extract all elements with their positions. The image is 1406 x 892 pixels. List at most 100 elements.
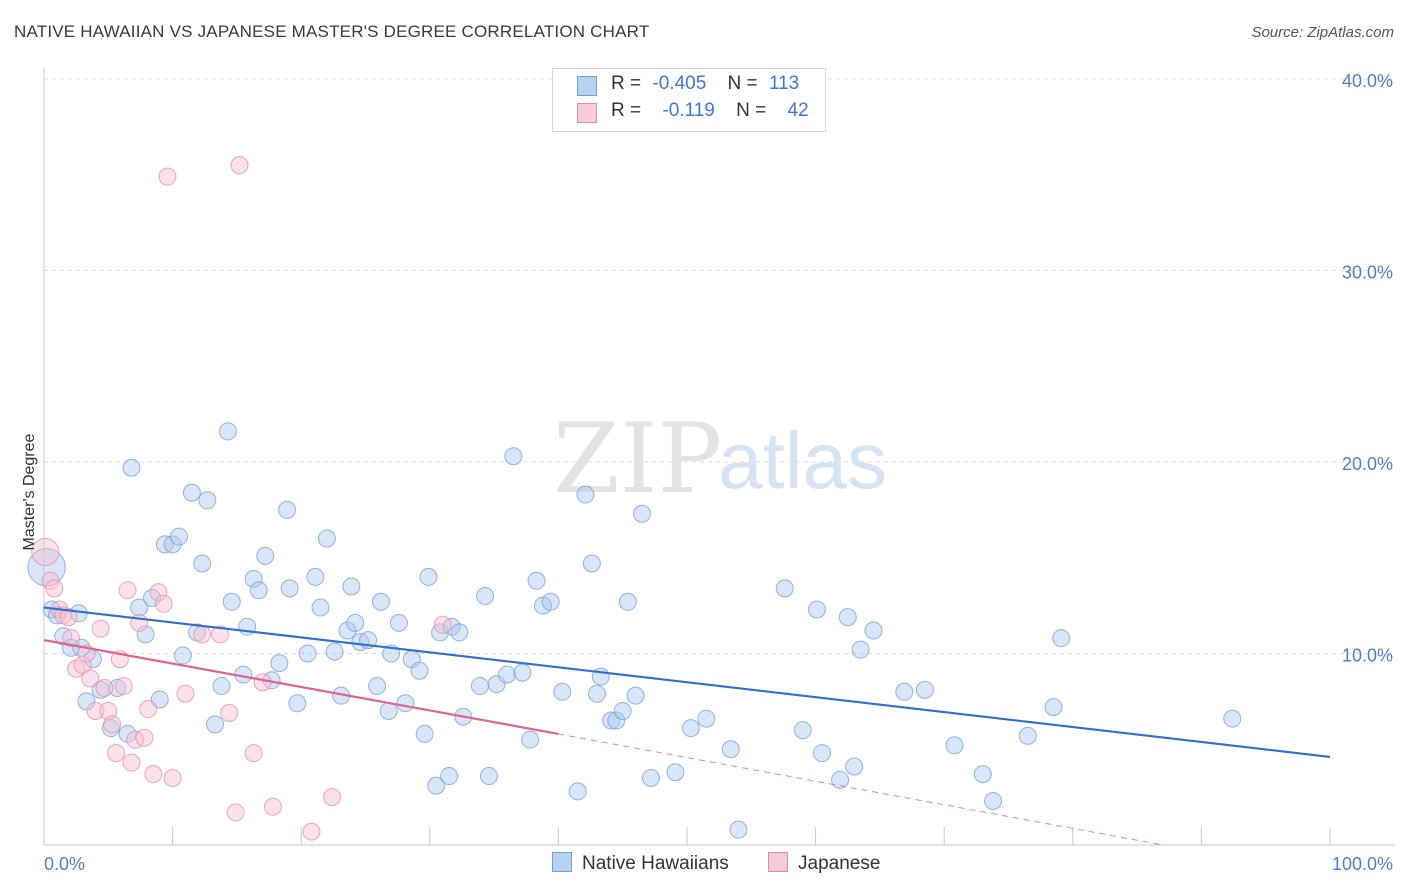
japanese-point [95, 678, 114, 697]
native-hawaiian-point [945, 736, 964, 755]
japanese-point [163, 768, 182, 787]
legend-swatch-pink [577, 103, 597, 123]
japanese-point [211, 625, 230, 644]
legend-r-value: -0.119 [662, 100, 715, 121]
japanese-point [193, 625, 212, 644]
native-hawaiian-point [342, 577, 361, 596]
native-hawaiian-point [632, 504, 651, 523]
japanese-point [244, 744, 263, 763]
native-hawaiian-point [163, 535, 182, 554]
japanese-point [226, 803, 245, 822]
legend-r-value: -0.405 [652, 73, 707, 94]
japanese-point [149, 583, 168, 602]
native-hawaiian-point [108, 678, 127, 697]
native-hawaiian-point [513, 663, 532, 682]
japanese-point [107, 744, 126, 763]
japanese-point [176, 684, 195, 703]
y-tick-label: 20.0% [1342, 454, 1393, 474]
native-hawaiian-point [607, 711, 626, 730]
native-hawaiian-point [1223, 709, 1242, 728]
native-hawaiian-point [193, 554, 212, 573]
native-hawaiian-point [371, 592, 390, 611]
bottom-legend-label: Japanese [798, 853, 881, 874]
native-hawaiian-point [553, 682, 572, 701]
native-hawaiian-point [497, 665, 516, 684]
japanese-point [99, 701, 118, 720]
native-hawaiian-point [150, 690, 169, 709]
native-hawaiian-point [973, 765, 992, 784]
watermark-atlas: atlas [718, 416, 887, 505]
native-hawaiian-point [864, 621, 883, 640]
native-hawaiian-point [831, 770, 850, 789]
bottom-legend-japanese: Japanese [768, 852, 880, 875]
japanese-point [135, 728, 154, 747]
correlation-legend: R = -0.405 N = 113 R = -0.119 N = 42 [552, 68, 826, 132]
axis-labels: 10.0% 20.0% 30.0% 40.0% 0.0% 100.0% Master's D… [21, 71, 1393, 874]
native-hawaiian-point [317, 529, 336, 548]
native-hawaiian-trend-line [43, 606, 1331, 759]
native-hawaiian-point [813, 744, 832, 763]
native-hawaiian-point [1052, 629, 1071, 648]
bottom-legend-swatch-pink [768, 852, 788, 872]
native-hawaiian-point [793, 721, 812, 740]
native-hawaiian-point [311, 598, 330, 617]
native-hawaiian-point [256, 546, 275, 565]
native-hawaiian-point [568, 782, 587, 801]
native-hawaiian-point [440, 767, 459, 786]
native-hawaiian-point [576, 485, 595, 504]
trend-lines [43, 606, 1331, 846]
native-hawaiian-point [775, 579, 794, 598]
native-hawaiian-point [666, 763, 685, 782]
japanese-point [103, 715, 122, 734]
native-hawaiian-point [641, 768, 660, 787]
japanese-point [118, 581, 137, 600]
bottom-legend-native-hawaiians: Native Hawaiians [552, 852, 729, 875]
native-hawaiian-point [136, 625, 155, 644]
native-hawaiian-point [845, 757, 864, 776]
native-hawaiian-point [389, 613, 408, 632]
chart-title: NATIVE HAWAIIAN VS JAPANESE MASTER'S DEG… [14, 22, 650, 41]
legend-r-label: R = [611, 100, 642, 121]
native-hawaiian-point [479, 767, 498, 786]
native-hawaiian-point [346, 613, 365, 632]
japanese-point [86, 701, 105, 720]
japanese-point [45, 579, 64, 598]
native-hawaiian-point [613, 701, 632, 720]
native-hawaiian-point [729, 820, 748, 839]
native-hawaiian-point [288, 694, 307, 713]
native-hawaiian-point [915, 680, 934, 699]
japanese-point [263, 797, 282, 816]
japanese-point [91, 619, 110, 638]
japanese-point [62, 629, 81, 648]
native-hawaiian-point [582, 554, 601, 573]
y-tick-label: 40.0% [1342, 71, 1393, 91]
native-hawaiian-point [415, 724, 434, 743]
japanese-point [230, 156, 249, 175]
native-hawaiian-point [278, 500, 297, 519]
native-hawaiian-point [419, 567, 438, 586]
native-hawaiian-point [170, 527, 189, 546]
y-tick-label: 30.0% [1342, 263, 1393, 283]
native-hawaiian-point [218, 422, 237, 441]
japanese-point [302, 822, 321, 841]
native-hawaiian-point [396, 694, 415, 713]
native-hawaiian-point [984, 791, 1003, 810]
native-hawaiian-point [280, 579, 299, 598]
japanese-point [59, 608, 78, 627]
native-hawaiian-point [155, 535, 174, 554]
native-hawaiian-point [130, 598, 149, 617]
native-hawaiian-point [249, 581, 268, 600]
japanese-point [144, 765, 163, 784]
native-hawaiian-point [1044, 698, 1063, 717]
native-hawaiian-point [338, 621, 357, 640]
japanese-point [220, 703, 239, 722]
native-hawaiian-point [173, 646, 192, 665]
native-hawaiian-point [602, 711, 621, 730]
watermark: ZIP atlas [553, 403, 887, 515]
legend-n-value: 42 [787, 100, 809, 121]
x-tick-label: 0.0% [44, 854, 85, 874]
native-hawaiian-point [626, 686, 645, 705]
native-hawaiian-point [212, 677, 231, 696]
japanese-point [323, 788, 342, 807]
native-hawaiian-point [77, 692, 96, 711]
